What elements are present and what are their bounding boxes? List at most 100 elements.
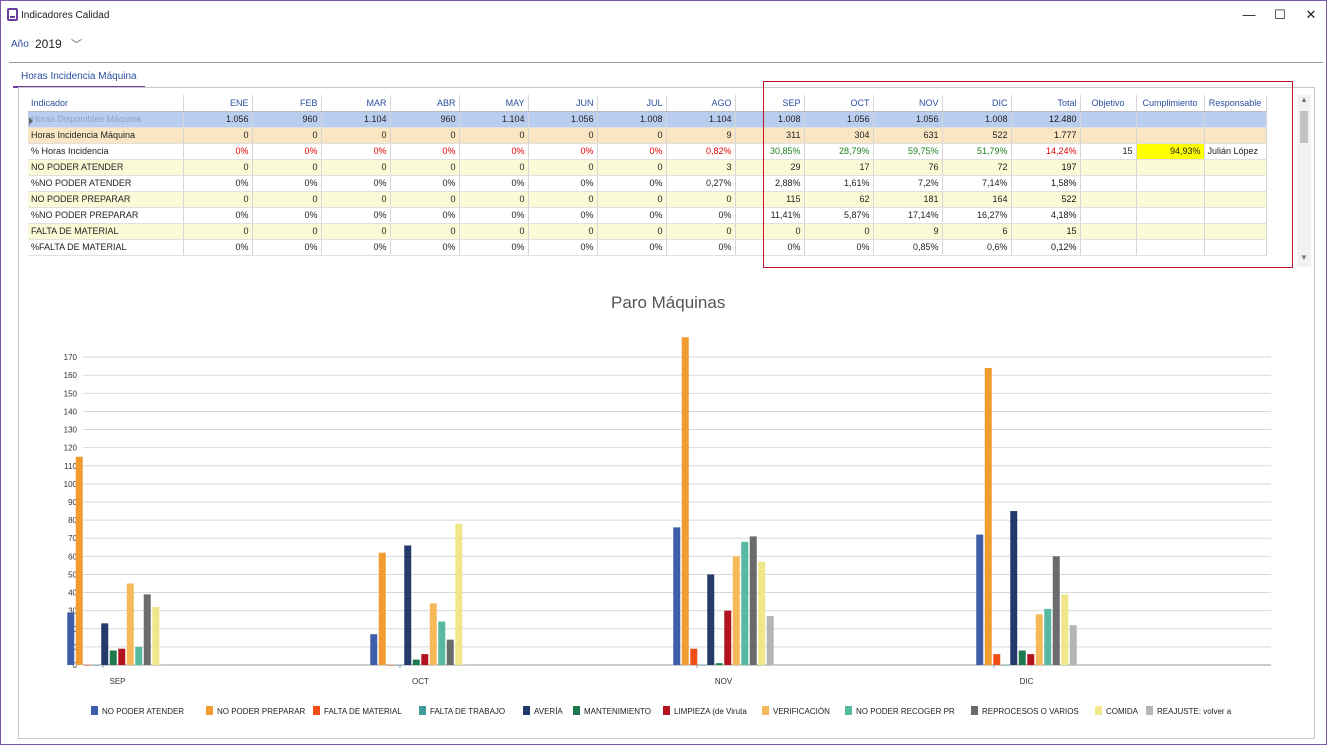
chart-title: Paro Máquinas <box>611 293 726 312</box>
table-cell: 0% <box>390 239 460 256</box>
table-cell: 0 <box>183 223 253 240</box>
table-cell: 62 <box>804 191 874 208</box>
column-header[interactable]: JUN <box>528 95 598 112</box>
table-row[interactable]: Horas Incidencia Máquina 0 0 0 0 0 0 0 9 311 304 63… <box>28 127 1267 144</box>
row-label: %FALTA DE MATERIAL <box>28 239 184 256</box>
chart-bar <box>758 561 766 665</box>
chart-bar <box>1001 665 1009 666</box>
table-cell: 0% <box>735 239 805 256</box>
column-header[interactable]: DIC <box>942 95 1012 112</box>
table-cell: 1.008 <box>735 111 805 128</box>
close-button[interactable]: ✕ <box>1305 7 1317 22</box>
chart-bar <box>126 583 134 665</box>
chart-bar <box>446 639 454 665</box>
table-cell: 960 <box>252 111 322 128</box>
table-cell: 0 <box>459 127 529 144</box>
indicators-table: Indicador ENE FEB MAR ABR MAY JUN JUL AGO SEP OCT N… <box>28 95 1267 256</box>
table-row[interactable]: NO PODER PREPARAR 0 0 0 0 0 0 0 0 115 62 181 164 522 <box>28 191 1267 208</box>
column-header[interactable]: OCT <box>804 95 874 112</box>
table-cell: 1.104 <box>459 111 529 128</box>
chart-bar <box>75 456 83 665</box>
table-row[interactable]: Horas Disponibles Máquina 1.056 960 1.104 96… <box>28 111 1267 128</box>
column-header[interactable]: ABR <box>390 95 460 112</box>
chart-bar <box>395 665 403 666</box>
table-cell: 0% <box>597 239 667 256</box>
table-cell: 0% <box>183 239 253 256</box>
chart-bar <box>463 665 471 666</box>
table-cell <box>1204 159 1267 176</box>
table-cell: 2,88% <box>735 175 805 192</box>
year-select[interactable]: 2019 <box>35 37 62 51</box>
column-header[interactable]: MAY <box>459 95 529 112</box>
table-cell: 0 <box>597 127 667 144</box>
table-cell: 15 <box>1011 223 1081 240</box>
table-cell: 0% <box>597 175 667 192</box>
table-row[interactable]: %FALTA DE MATERIAL 0% 0% 0% 0% 0% 0% 0% 0% 0% 0% 0,… <box>28 239 1267 256</box>
table-row[interactable]: %NO PODER PREPARAR 0% 0% 0% 0% 0% 0% 0% 0% 11,41%… <box>28 207 1267 224</box>
table-cell: 0% <box>321 175 391 192</box>
divider <box>9 62 1323 63</box>
chart-bar <box>681 337 689 665</box>
column-header[interactable]: AGO <box>666 95 736 112</box>
paro-maquinas-chart: 0102030405060708090100110120130140150160… <box>31 281 1301 731</box>
table-cell: 11,41% <box>735 207 805 224</box>
table-cell: 0% <box>528 143 598 160</box>
column-header[interactable]: JUL <box>597 95 667 112</box>
column-header[interactable]: MAR <box>321 95 391 112</box>
chart-bar <box>404 545 412 665</box>
chart-bar <box>766 616 774 665</box>
column-header[interactable]: NOV <box>873 95 943 112</box>
table-cell <box>1136 127 1205 144</box>
column-header[interactable]: FEB <box>252 95 322 112</box>
x-tick-label: NOV <box>715 677 733 686</box>
legend-label: REAJUSTE: volver a <box>1157 707 1232 716</box>
table-row[interactable]: NO PODER ATENDER 0 0 0 0 0 0 0 3 29 17 76 72 197 <box>28 159 1267 176</box>
legend-swatch <box>313 706 320 715</box>
y-tick-label: 80 <box>68 516 77 525</box>
scroll-down-icon[interactable]: ▼ <box>1300 253 1308 262</box>
table-cell: 0% <box>390 207 460 224</box>
y-tick-label: 120 <box>64 444 78 453</box>
table-cell: 0 <box>528 159 598 176</box>
chart-bar <box>1044 608 1052 665</box>
table-cell: 14,24% <box>1011 143 1081 160</box>
table-cell: 0% <box>183 175 253 192</box>
table-cell: 0% <box>666 207 736 224</box>
legend-label: NO PODER ATENDER <box>102 707 184 716</box>
tab-horas-incidencia[interactable]: Horas Incidencia Máquina <box>13 69 145 88</box>
y-tick-label: 140 <box>64 407 78 416</box>
chart-bar <box>143 594 151 665</box>
chevron-down-icon[interactable]: ﹀ <box>71 39 82 51</box>
legend-label: FALTA DE MATERIAL <box>324 707 402 716</box>
table-cell: 1.104 <box>321 111 391 128</box>
chart-bar <box>455 523 463 665</box>
table-cell: 0% <box>597 207 667 224</box>
table-cell: 5,87% <box>804 207 874 224</box>
legend-label: NO PODER PREPARAR <box>217 707 306 716</box>
maximize-button[interactable]: ☐ <box>1274 7 1286 22</box>
table-row[interactable]: FALTA DE MATERIAL 0 0 0 0 0 0 0 0 0 0 9 6 15 <box>28 223 1267 240</box>
column-header[interactable]: Objetivo <box>1080 95 1137 112</box>
table-cell: 28,79% <box>804 143 874 160</box>
table-cell <box>1080 175 1137 192</box>
column-header[interactable]: Total <box>1011 95 1081 112</box>
table-scrollbar[interactable]: ▲ ▼ <box>1297 95 1311 267</box>
minimize-button[interactable]: — <box>1242 7 1256 22</box>
column-header[interactable]: ENE <box>183 95 253 112</box>
table-header-row: Indicador ENE FEB MAR ABR MAY JUN JUL AGO SEP OCT N… <box>28 95 1267 112</box>
column-header[interactable]: Responsable <box>1204 95 1267 112</box>
table-cell <box>1136 175 1205 192</box>
column-header[interactable]: Cumplimiento <box>1136 95 1205 112</box>
table-cell <box>1204 175 1267 192</box>
scroll-thumb[interactable] <box>1300 111 1308 143</box>
column-header[interactable]: Indicador <box>28 95 184 112</box>
table-row[interactable]: % Horas Incidencia 0% 0% 0% 0% 0% 0% 0% 0,82% 30,… <box>28 143 1267 160</box>
scroll-up-icon[interactable]: ▲ <box>1300 95 1308 104</box>
table-row[interactable]: %NO PODER ATENDER 0% 0% 0% 0% 0% 0% 0% 0,27% 2,88… <box>28 175 1267 192</box>
legend-label: FALTA DE TRABAJO <box>430 707 505 716</box>
table-cell: 7,2% <box>873 175 943 192</box>
table-cell: 0% <box>183 143 253 160</box>
column-header[interactable]: SEP <box>735 95 805 112</box>
table-cell: 311 <box>735 127 805 144</box>
table-cell: 29 <box>735 159 805 176</box>
